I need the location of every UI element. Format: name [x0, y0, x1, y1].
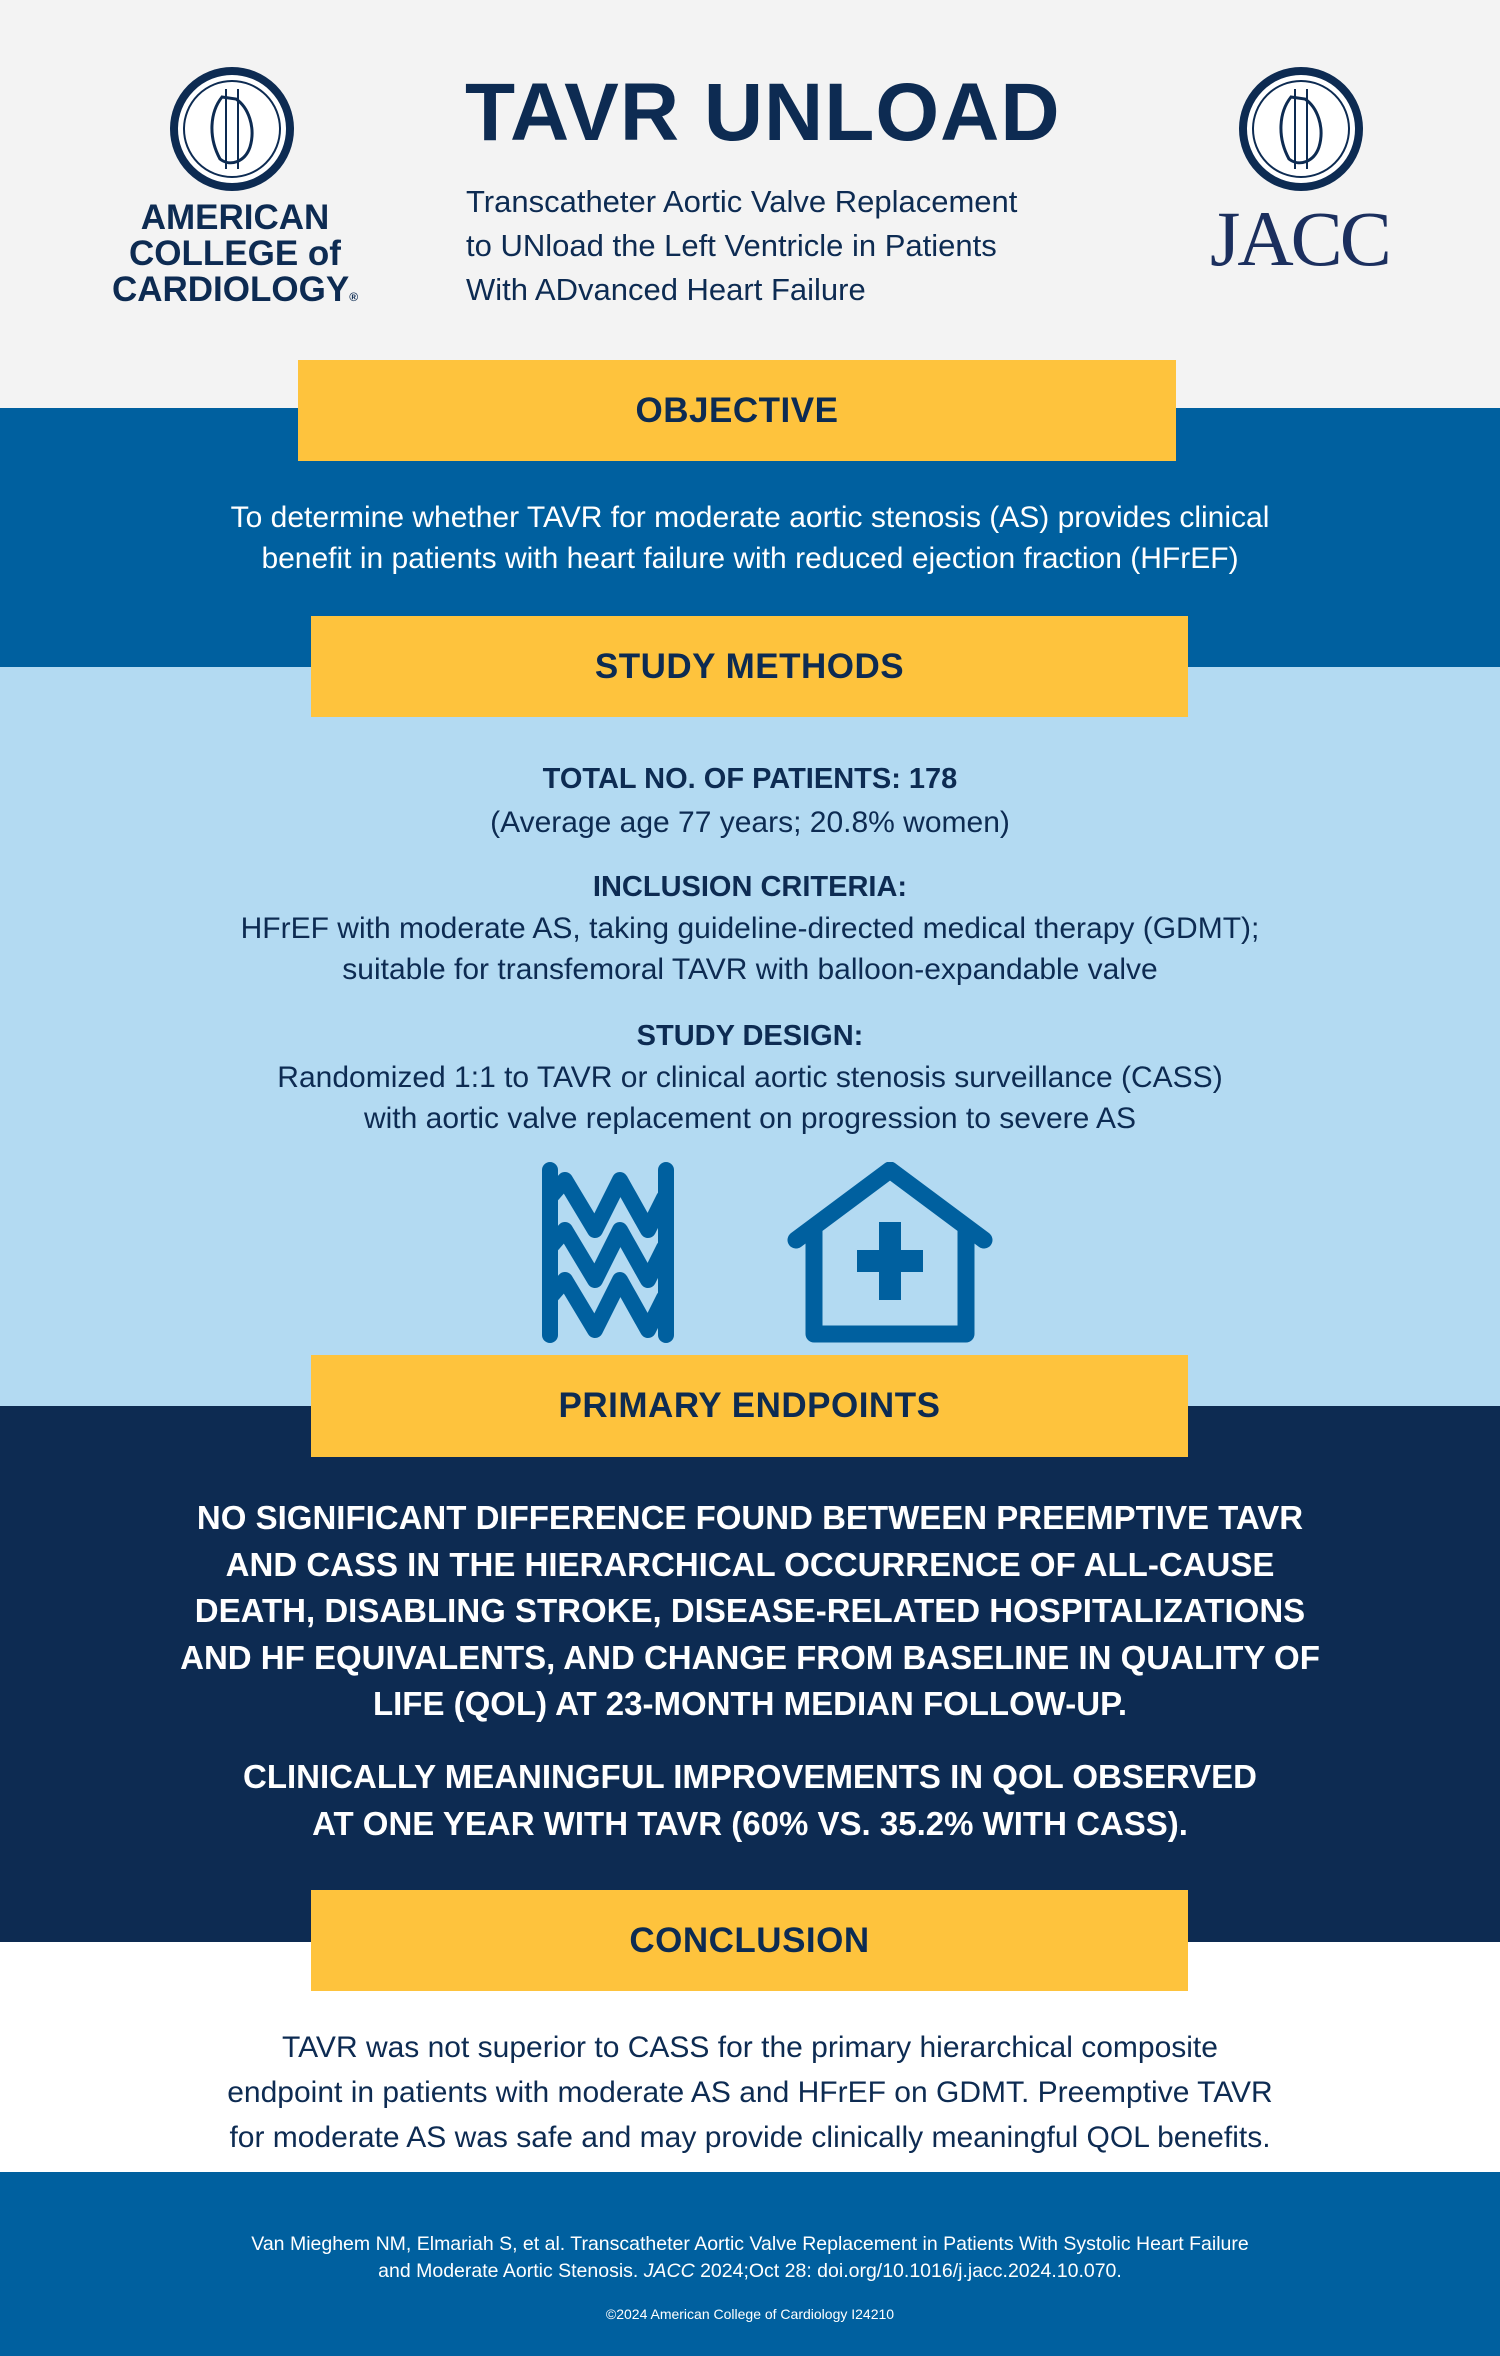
- design-heading: STUDY DESIGN:: [636, 1020, 864, 1052]
- methods-section: [0, 667, 1500, 1406]
- acc-seal-icon: [170, 67, 294, 191]
- finding-line: DEATH, DISABLING STROKE, DISEASE-RELATED…: [194, 1592, 1306, 1629]
- objective-text: To determine whether TAVR for moderate a…: [0, 497, 1500, 579]
- objective-line: benefit in patients with heart failure w…: [261, 542, 1239, 575]
- patients-detail: (Average age 77 years; 20.8% women): [490, 806, 1010, 839]
- citation-line: Van Mieghem NM, Elmariah S, et al. Trans…: [251, 2233, 1249, 2255]
- design-line: with aortic valve replacement on progres…: [363, 1102, 1137, 1135]
- endpoints-finding-2: CLINICALLY MEANINGFUL IMPROVEMENTS IN QO…: [0, 1754, 1500, 1847]
- inclusion-line: HFrEF with moderate AS, taking guideline…: [240, 912, 1260, 945]
- inclusion-heading: INCLUSION CRITERIA:: [592, 871, 908, 903]
- endpoints-finding-1: NO SIGNIFICANT DIFFERENCE FOUND BETWEEN …: [0, 1495, 1500, 1728]
- objective-heading: OBJECTIVE: [298, 360, 1176, 461]
- finding-line: CLINICALLY MEANINGFUL IMPROVEMENTS IN QO…: [243, 1758, 1257, 1795]
- subtitle-line: With ADvanced Heart Failure: [466, 272, 866, 307]
- acc-logo: AMERICAN COLLEGE of CARDIOLOGY®: [90, 62, 380, 322]
- acc-logo-line: COLLEGE of: [129, 234, 341, 273]
- finding-line: AT ONE YEAR WITH TAVR (60% VS. 35.2% WIT…: [312, 1804, 1188, 1842]
- hospital-house-icon: [787, 1162, 993, 1343]
- objective-line: To determine whether TAVR for moderate a…: [230, 501, 1270, 534]
- finding-line: LIFE (QOL) AT 23-MONTH MEDIAN FOLLOW-UP.: [372, 1685, 1127, 1722]
- page-title: TAVR UNLOAD: [465, 67, 1061, 158]
- acc-logo-line: AMERICAN: [140, 198, 330, 237]
- patients-heading: TOTAL NO. OF PATIENTS: 178: [542, 763, 958, 795]
- design-line: Randomized 1:1 to TAVR or clinical aorti…: [277, 1061, 1223, 1094]
- conclusion-text: TAVR was not superior to CASS for the pr…: [0, 2025, 1500, 2160]
- jacc-logo: JACC: [1205, 62, 1405, 292]
- tavr-valve-icon: [542, 1162, 674, 1343]
- conclusion-line: endpoint in patients with moderate AS an…: [227, 2076, 1273, 2109]
- inclusion-text: HFrEF with moderate AS, taking guideline…: [0, 908, 1500, 990]
- conclusion-line: for moderate AS was safe and may provide…: [229, 2121, 1271, 2154]
- citation: Van Mieghem NM, Elmariah S, et al. Trans…: [0, 2231, 1500, 2285]
- jacc-wordmark: JACC: [1210, 195, 1392, 282]
- endpoints-section: [0, 1406, 1500, 1942]
- finding-line: NO SIGNIFICANT DIFFERENCE FOUND BETWEEN …: [196, 1499, 1304, 1536]
- header-section: [0, 0, 1500, 408]
- primary-endpoints-heading: PRIMARY ENDPOINTS: [311, 1355, 1188, 1457]
- conclusion-heading: CONCLUSION: [311, 1890, 1188, 1991]
- citation-line: and Moderate Aortic Stenosis. JACC 2024;…: [378, 2260, 1122, 2282]
- copyright: ©2024 American College of Cardiology I24…: [605, 2306, 895, 2322]
- finding-line: AND HF EQUIVALENTS, AND CHANGE FROM BASE…: [180, 1638, 1320, 1676]
- acc-logo-line: CARDIOLOGY®: [111, 270, 359, 309]
- study-methods-heading: STUDY METHODS: [311, 616, 1188, 717]
- footer-section: [0, 2172, 1500, 2356]
- conclusion-line: TAVR was not superior to CASS for the pr…: [282, 2031, 1218, 2064]
- subtitle-line: Transcatheter Aortic Valve Replacement: [466, 184, 1018, 219]
- page-subtitle: Transcatheter Aortic Valve Replacement t…: [466, 180, 1017, 312]
- finding-line: AND CASS IN THE HIERARCHICAL OCCURRENCE …: [225, 1545, 1275, 1583]
- jacc-seal-icon: [1239, 67, 1363, 191]
- design-text: Randomized 1:1 to TAVR or clinical aorti…: [0, 1057, 1500, 1139]
- inclusion-line: suitable for transfemoral TAVR with ball…: [342, 953, 1158, 986]
- subtitle-line: to UNload the Left Ventricle in Patients: [466, 228, 997, 263]
